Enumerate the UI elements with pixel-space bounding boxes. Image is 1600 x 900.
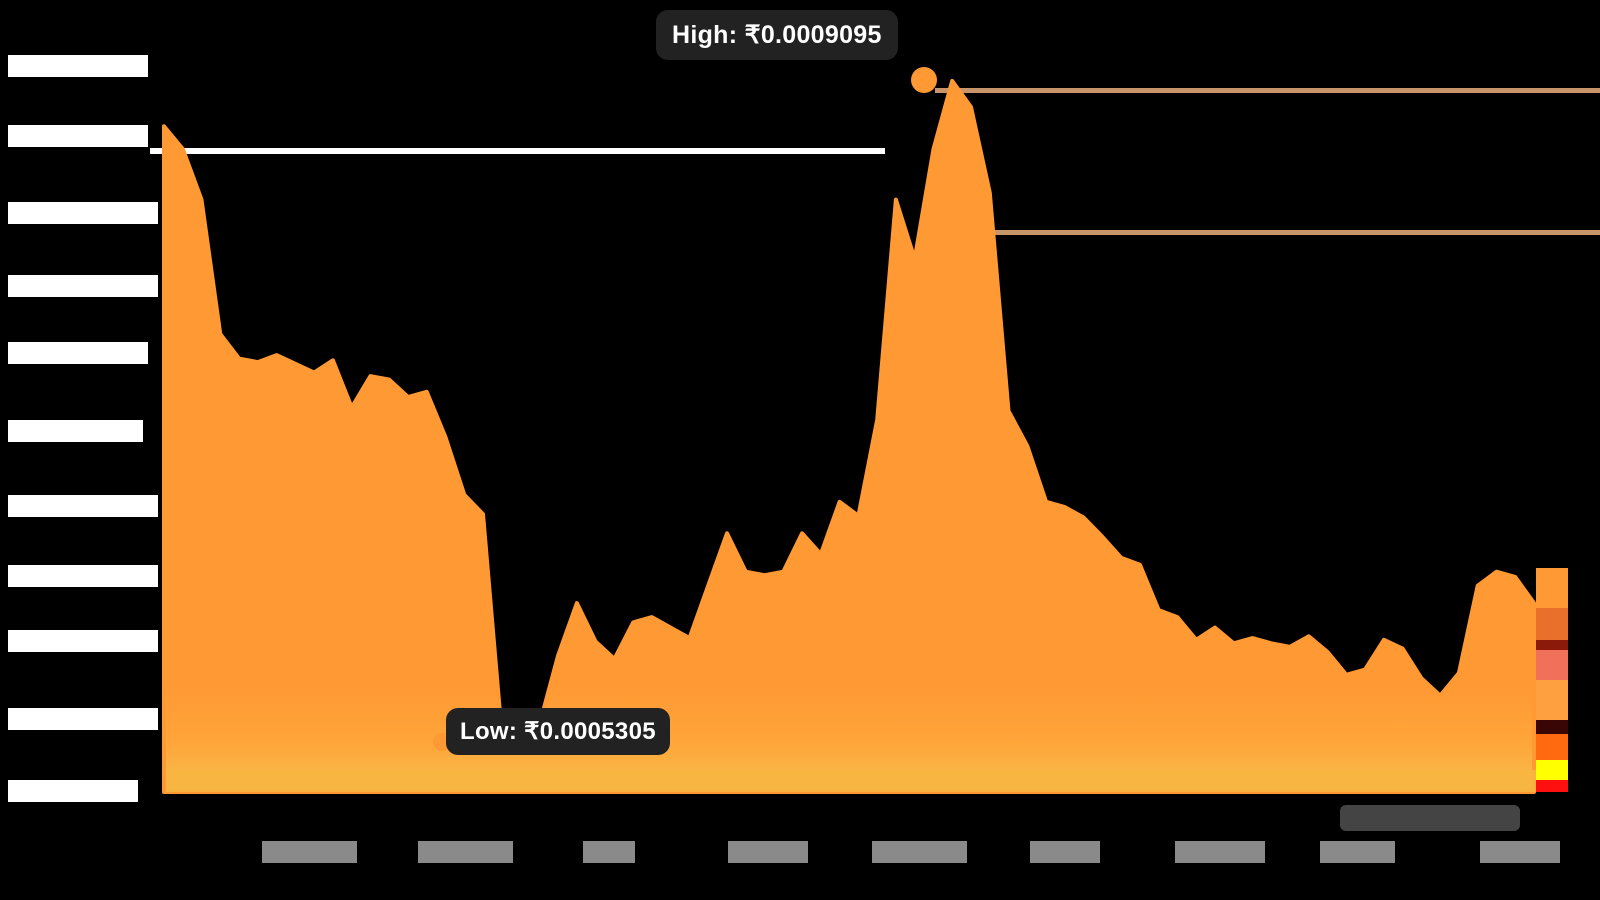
y-tick-label (8, 708, 158, 730)
y-tick-label (8, 495, 158, 517)
y-tick-label (8, 565, 158, 587)
low-tooltip: Low: ₹0.0005305 (446, 708, 670, 755)
artifact-line (935, 88, 1600, 93)
source-watermark (1340, 805, 1520, 831)
price-area (162, 78, 1536, 794)
x-tick-label (583, 841, 635, 863)
y-tick-label (8, 630, 158, 652)
y-tick-label (8, 342, 148, 364)
y-tick-label (8, 275, 158, 297)
x-tick-label (1175, 841, 1265, 863)
y-tick-label (8, 125, 148, 147)
bottom-band (166, 770, 1536, 792)
y-tick-label (8, 420, 143, 442)
high-tooltip: High: ₹0.0009095 (656, 10, 898, 60)
x-tick-label (728, 841, 808, 863)
artifact-line (150, 148, 885, 154)
x-tick-label (1480, 841, 1560, 863)
y-tick-label (8, 780, 138, 802)
y-tick-label (8, 202, 158, 224)
y-tick-label (8, 55, 148, 77)
right-color-strip (1536, 568, 1568, 792)
artifact-line (945, 230, 1600, 235)
x-tick-label (262, 841, 357, 863)
x-tick-label (1030, 841, 1100, 863)
high-marker[interactable] (911, 67, 937, 93)
x-tick-label (1320, 841, 1395, 863)
x-tick-label (872, 841, 967, 863)
x-tick-label (418, 841, 513, 863)
